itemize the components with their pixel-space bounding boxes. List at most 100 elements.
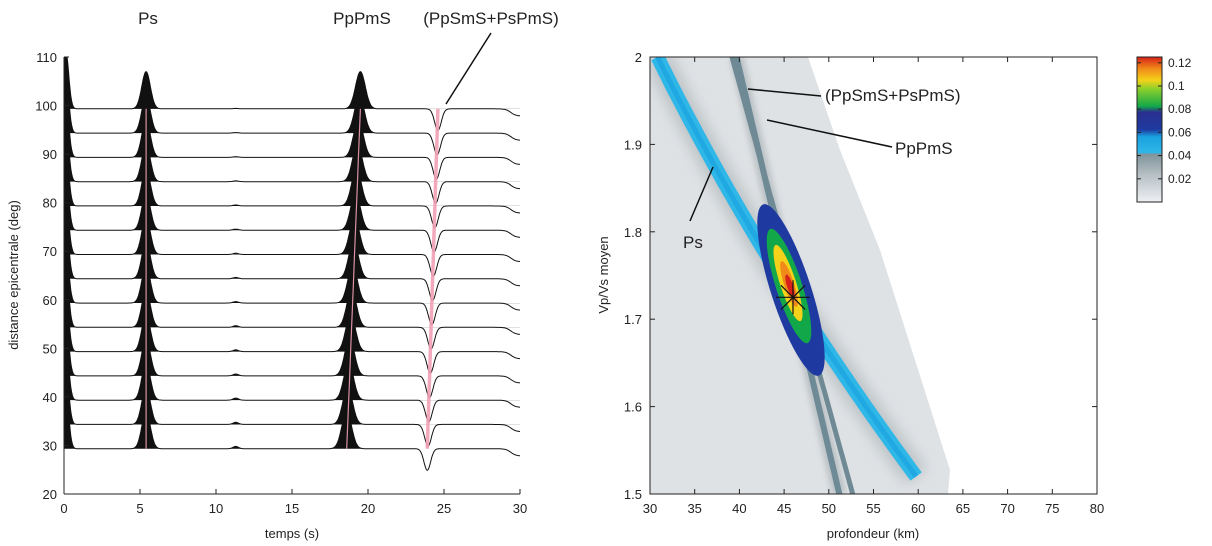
right-y-ticks: 1.5 1.6 1.7 1.8 1.9 2 bbox=[624, 50, 1097, 502]
right-x-ticks: 30 35 40 45 50 55 60 65 70 75 80 bbox=[643, 57, 1104, 516]
left-x-tick-label: 30 bbox=[513, 501, 527, 516]
moveout-ppsms bbox=[425, 108, 440, 449]
annotation-pppms: PpPmS bbox=[895, 139, 953, 158]
annotation-ppsms-leader bbox=[747, 88, 822, 97]
trace-line bbox=[64, 363, 520, 447]
annotation-ps-leader bbox=[689, 166, 714, 222]
annotation-ppsms: (PpSmS+PsPmS) bbox=[825, 86, 961, 105]
trace-fill bbox=[64, 291, 520, 352]
left-y-tick-label: 50 bbox=[43, 341, 57, 356]
right-x-tick-label: 45 bbox=[777, 501, 791, 516]
left-y-tick-label: 100 bbox=[35, 99, 57, 114]
trace-fill bbox=[64, 315, 520, 376]
left-y-tick-label: 80 bbox=[43, 196, 57, 211]
trace-line bbox=[64, 265, 520, 350]
trace-fill bbox=[64, 194, 520, 255]
colorbar-tick-label: 0.08 bbox=[1168, 102, 1192, 116]
trace-line bbox=[64, 71, 520, 156]
right-x-tick-label: 35 bbox=[687, 501, 701, 516]
right-x-axis-label: profondeur (km) bbox=[827, 526, 919, 541]
left-y-tick-label: 60 bbox=[43, 293, 57, 308]
left-x-tick-label: 0 bbox=[60, 501, 67, 516]
colorbar-tick-label: 0.1 bbox=[1168, 79, 1185, 93]
annotation-pppms-leader bbox=[766, 119, 893, 148]
trace-fill bbox=[64, 97, 520, 158]
right-y-tick-label: 1.5 bbox=[624, 487, 642, 502]
right-y-tick-label: 1.7 bbox=[624, 312, 642, 327]
trace-line bbox=[64, 168, 520, 253]
trace-line bbox=[64, 338, 520, 423]
right-x-tick-label: 70 bbox=[1000, 501, 1014, 516]
trace-fill bbox=[64, 388, 520, 449]
right-x-tick-label: 55 bbox=[866, 501, 880, 516]
right-x-tick-label: 80 bbox=[1090, 501, 1104, 516]
right-y-axis-label: Vp/Vs moyen bbox=[596, 236, 611, 313]
trace-line bbox=[64, 387, 520, 471]
colorbar-tick-label: 0.12 bbox=[1168, 56, 1192, 70]
right-x-tick-label: 65 bbox=[956, 501, 970, 516]
trace-fill bbox=[64, 340, 520, 401]
left-y-tick-label: 70 bbox=[43, 244, 57, 259]
trace-line bbox=[64, 241, 520, 326]
trace-line bbox=[64, 193, 520, 277]
right-x-tick-label: 50 bbox=[822, 501, 836, 516]
left-y-tick-label: 40 bbox=[43, 390, 57, 405]
left-y-tick-label: 90 bbox=[43, 147, 57, 162]
stack-panel: 30 35 40 45 50 55 60 65 70 75 80 1.51.61.71.81.92 … bbox=[596, 50, 1104, 541]
colorbar-tick-label: 0.02 bbox=[1168, 172, 1192, 186]
trace-fill bbox=[64, 57, 520, 109]
left-y-axis-label: distance epicentrale (deg) bbox=[6, 200, 21, 350]
phase-label-ppsms: (PpSmS+PsPmS) bbox=[423, 9, 559, 28]
moveout-curves bbox=[145, 108, 440, 449]
heatmap bbox=[650, 57, 1097, 494]
right-x-tick-label: 75 bbox=[1045, 501, 1059, 516]
left-x-ticks: 0 5 10 15 20 25 30 bbox=[60, 489, 527, 516]
trace-fill bbox=[64, 364, 520, 425]
trace-fill bbox=[64, 267, 520, 328]
trace-line bbox=[64, 217, 520, 302]
right-y-tick-label: 1.9 bbox=[624, 137, 642, 152]
trace-fill bbox=[64, 243, 520, 304]
trace-line bbox=[64, 120, 520, 204]
traces-panel: 0 5 10 15 20 25 30 20 30 40 50 60 70 80 90 100 110 temp… bbox=[6, 9, 559, 541]
trace-line bbox=[64, 96, 520, 180]
heatmap-edge bbox=[824, 57, 1097, 494]
trace-line bbox=[64, 144, 520, 229]
colorbar-ramp bbox=[1136, 56, 1163, 203]
colorbar-tick-label: 0.04 bbox=[1168, 149, 1192, 163]
colorbar: 0.02 0.04 0.06 0.08 0.1 0.12 bbox=[1136, 56, 1192, 203]
left-x-tick-label: 25 bbox=[437, 501, 451, 516]
colorbar-tick-label: 0.06 bbox=[1168, 125, 1192, 139]
left-x-tick-label: 20 bbox=[361, 501, 375, 516]
ppsms-pointer bbox=[445, 32, 492, 105]
left-x-tick-label: 10 bbox=[209, 501, 223, 516]
left-y-ticks: 20 30 40 50 60 70 80 90 100 110 bbox=[35, 50, 69, 502]
trace-group bbox=[64, 57, 520, 471]
trace-fill bbox=[64, 73, 520, 134]
maximum-blob bbox=[757, 204, 825, 376]
right-x-tick-label: 40 bbox=[732, 501, 746, 516]
left-x-tick-label: 15 bbox=[285, 501, 299, 516]
right-y-tick-label: 1.6 bbox=[624, 400, 642, 415]
trace-fill bbox=[64, 170, 520, 231]
right-x-tick-label: 30 bbox=[643, 501, 657, 516]
trace-fill bbox=[64, 145, 520, 206]
left-y-tick-label: 20 bbox=[43, 487, 57, 502]
maximum-marker bbox=[776, 280, 810, 315]
left-y-tick-label: 110 bbox=[36, 50, 57, 65]
left-plot-area bbox=[64, 57, 520, 471]
right-x-tick-label: 60 bbox=[911, 501, 925, 516]
right-y-tick-label: 1.8 bbox=[624, 225, 642, 240]
trace-line bbox=[64, 314, 520, 399]
trace-fill bbox=[64, 121, 520, 182]
colorbar-ticks: 0.02 0.04 0.06 0.08 0.1 0.12 bbox=[1137, 56, 1192, 186]
right-y-tick-label: 2 bbox=[635, 50, 642, 65]
phase-label-ps: Ps bbox=[138, 9, 158, 28]
trace-line bbox=[66, 57, 520, 132]
trace-line bbox=[64, 290, 520, 374]
phase-label-pppms: PpPmS bbox=[333, 9, 391, 28]
trace-fill bbox=[64, 218, 520, 279]
left-x-axis-label: temps (s) bbox=[265, 526, 319, 541]
moveout-pppms bbox=[346, 108, 361, 449]
